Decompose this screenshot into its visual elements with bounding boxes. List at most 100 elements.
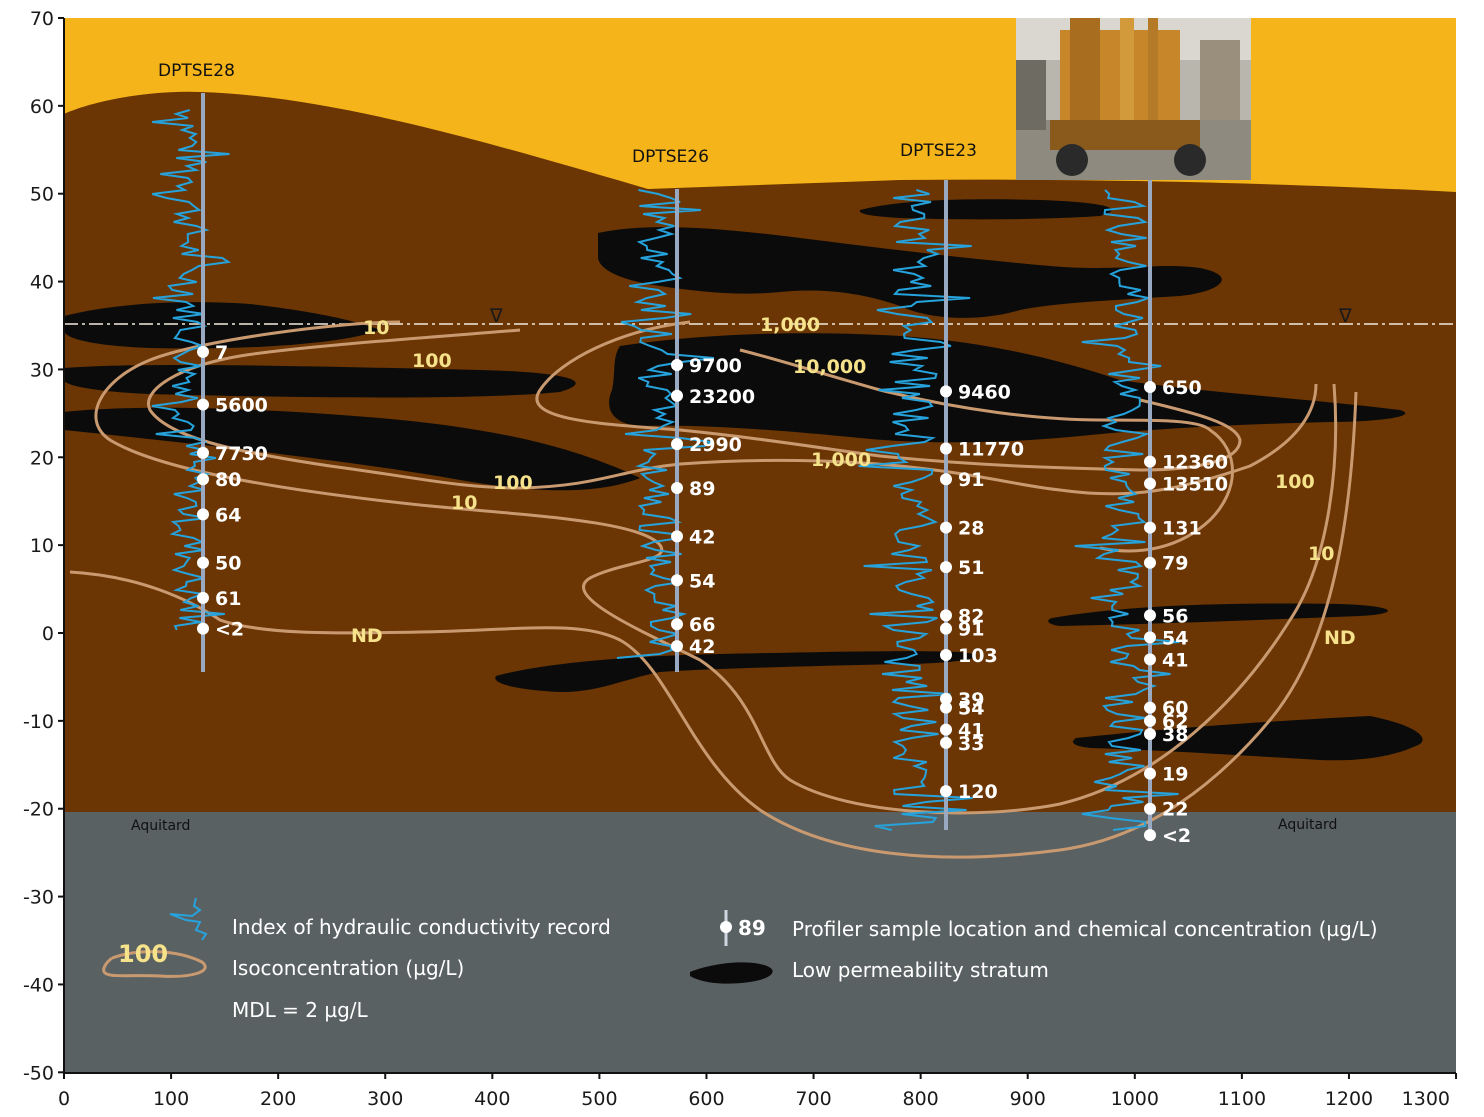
sample-value-label: 9460 <box>958 381 1011 403</box>
iso-label: 1,000 <box>760 314 820 336</box>
sample-value-label: 38 <box>1162 724 1188 746</box>
legend-profiler-value: 89 <box>738 916 766 940</box>
sample-point <box>940 473 952 486</box>
sample-point <box>1144 829 1156 842</box>
sample-value-label: 22 <box>1162 799 1188 821</box>
sample-value-label: 89 <box>689 478 715 500</box>
sample-value-label: 54 <box>689 570 715 592</box>
sample-point <box>940 385 952 398</box>
iso-label: 100 <box>1275 471 1315 493</box>
legend-low-perm-text: Low permeability stratum <box>792 958 1049 982</box>
y-tick-label: 10 <box>30 535 54 557</box>
sample-value-label: 64 <box>215 504 241 526</box>
sample-point <box>671 574 683 587</box>
iso-label: 10 <box>451 492 477 514</box>
sample-point <box>671 389 683 402</box>
water-table-symbol: ∇ <box>1338 305 1352 327</box>
x-tick-label: 700 <box>795 1088 831 1110</box>
x-tick-label: 1200 <box>1325 1088 1373 1110</box>
sample-point <box>197 398 209 411</box>
sample-point <box>197 473 209 486</box>
legend-profiler-dot <box>720 921 732 933</box>
y-tick-label: 0 <box>42 623 54 645</box>
iso-label: 10 <box>1308 543 1334 565</box>
y-tick-label: -30 <box>23 887 54 909</box>
sample-point <box>1144 380 1156 393</box>
sample-point <box>197 345 209 358</box>
y-tick-label: -50 <box>23 1062 54 1084</box>
isoconcentration-contours <box>69 320 1358 859</box>
legend-k-record-icon <box>169 897 208 941</box>
sample-point <box>940 521 952 534</box>
sample-point <box>940 648 952 661</box>
sample-value-label: 28 <box>958 518 984 540</box>
x-tick-label: 100 <box>153 1088 189 1110</box>
y-tick-label: -40 <box>23 974 54 996</box>
sample-value-label: 51 <box>958 557 984 579</box>
y-tick-label: 70 <box>30 8 54 30</box>
sample-value-label: 2990 <box>689 434 742 456</box>
sample-value-label: 11770 <box>958 438 1024 460</box>
iso-label: 100 <box>412 350 452 372</box>
sample-point <box>1144 609 1156 622</box>
sample-point <box>671 359 683 372</box>
sample-value-label: 42 <box>689 526 715 548</box>
sample-value-label: <2 <box>1162 825 1191 847</box>
sample-value-label: 41 <box>958 720 984 742</box>
sample-value-label: 650 <box>1162 377 1202 399</box>
sample-point <box>671 640 683 653</box>
sample-value-label: 12360 <box>1162 452 1228 474</box>
sample-value-label: 80 <box>215 469 241 491</box>
y-tick-label: 40 <box>30 272 54 294</box>
sample-value-label: 41 <box>1162 649 1188 671</box>
legend-low-perm-icon <box>690 962 773 984</box>
sample-point <box>940 736 952 749</box>
aquitard-label: Aquitard <box>131 818 190 834</box>
drilling-rig-photo <box>1016 18 1251 180</box>
profiler-wells: DPTSE28 7 5600 7730 80 64 50 61 <2 DPTSE26 9700 232… <box>158 61 1228 847</box>
sample-point <box>671 618 683 631</box>
sample-point <box>1144 802 1156 815</box>
legend-k-record-text: Index of hydraulic conductivity record <box>232 915 611 939</box>
sample-point <box>940 442 952 455</box>
y-axis: 70 60 50 40 30 20 10 0 -10 -20 -30 -40 -50 <box>23 8 65 1084</box>
low-perm-lens-6 <box>609 333 1406 443</box>
sample-value-label: 131 <box>1162 518 1202 540</box>
sample-value-label: 56 <box>1162 605 1188 627</box>
sample-point <box>1144 631 1156 644</box>
iso-line-10000 <box>739 348 1234 553</box>
isoconcentration-labels: 10 100 1,000 10,000 1,000 100 10 ND 100 … <box>351 314 1356 649</box>
sample-value-label: 103 <box>958 645 998 667</box>
iso-line-10-upper <box>94 320 1338 815</box>
sample-point <box>1144 653 1156 666</box>
sample-point <box>671 482 683 495</box>
sample-point <box>1144 556 1156 569</box>
legend-iso-sample: 100 <box>118 940 168 968</box>
sample-value-label: 66 <box>689 614 715 636</box>
x-axis: 0 100 200 300 400 500 600 700 800 900 1000 1100 1200… <box>58 1072 1458 1110</box>
sample-value-label: 61 <box>215 588 241 610</box>
sample-point <box>1144 728 1156 741</box>
iso-line-1000 <box>535 320 1242 472</box>
sample-point <box>940 609 952 622</box>
y-tick-label: 20 <box>30 447 54 469</box>
x-tick-label: 0 <box>58 1088 70 1110</box>
sample-point <box>940 723 952 736</box>
legend-mdl-text: MDL = 2 µg/L <box>232 998 369 1022</box>
iso-line-nd-lower <box>69 391 1358 859</box>
sample-value-label: 60 <box>1162 698 1188 720</box>
x-tick-label: 900 <box>1010 1088 1046 1110</box>
sample-value-label: 42 <box>689 636 715 658</box>
aquitard-layer <box>64 812 1456 1073</box>
sample-value-label: 50 <box>215 553 241 575</box>
x-tick-label: 1000 <box>1111 1088 1159 1110</box>
y-tick-label: 50 <box>30 184 54 206</box>
sample-point <box>940 692 952 705</box>
y-tick-label: 30 <box>30 359 54 381</box>
sample-value-label: 62 <box>1162 711 1188 733</box>
sample-point <box>1144 714 1156 727</box>
well-name-label: DPTSE23 <box>900 141 977 161</box>
x-tick-label: 1100 <box>1218 1088 1266 1110</box>
